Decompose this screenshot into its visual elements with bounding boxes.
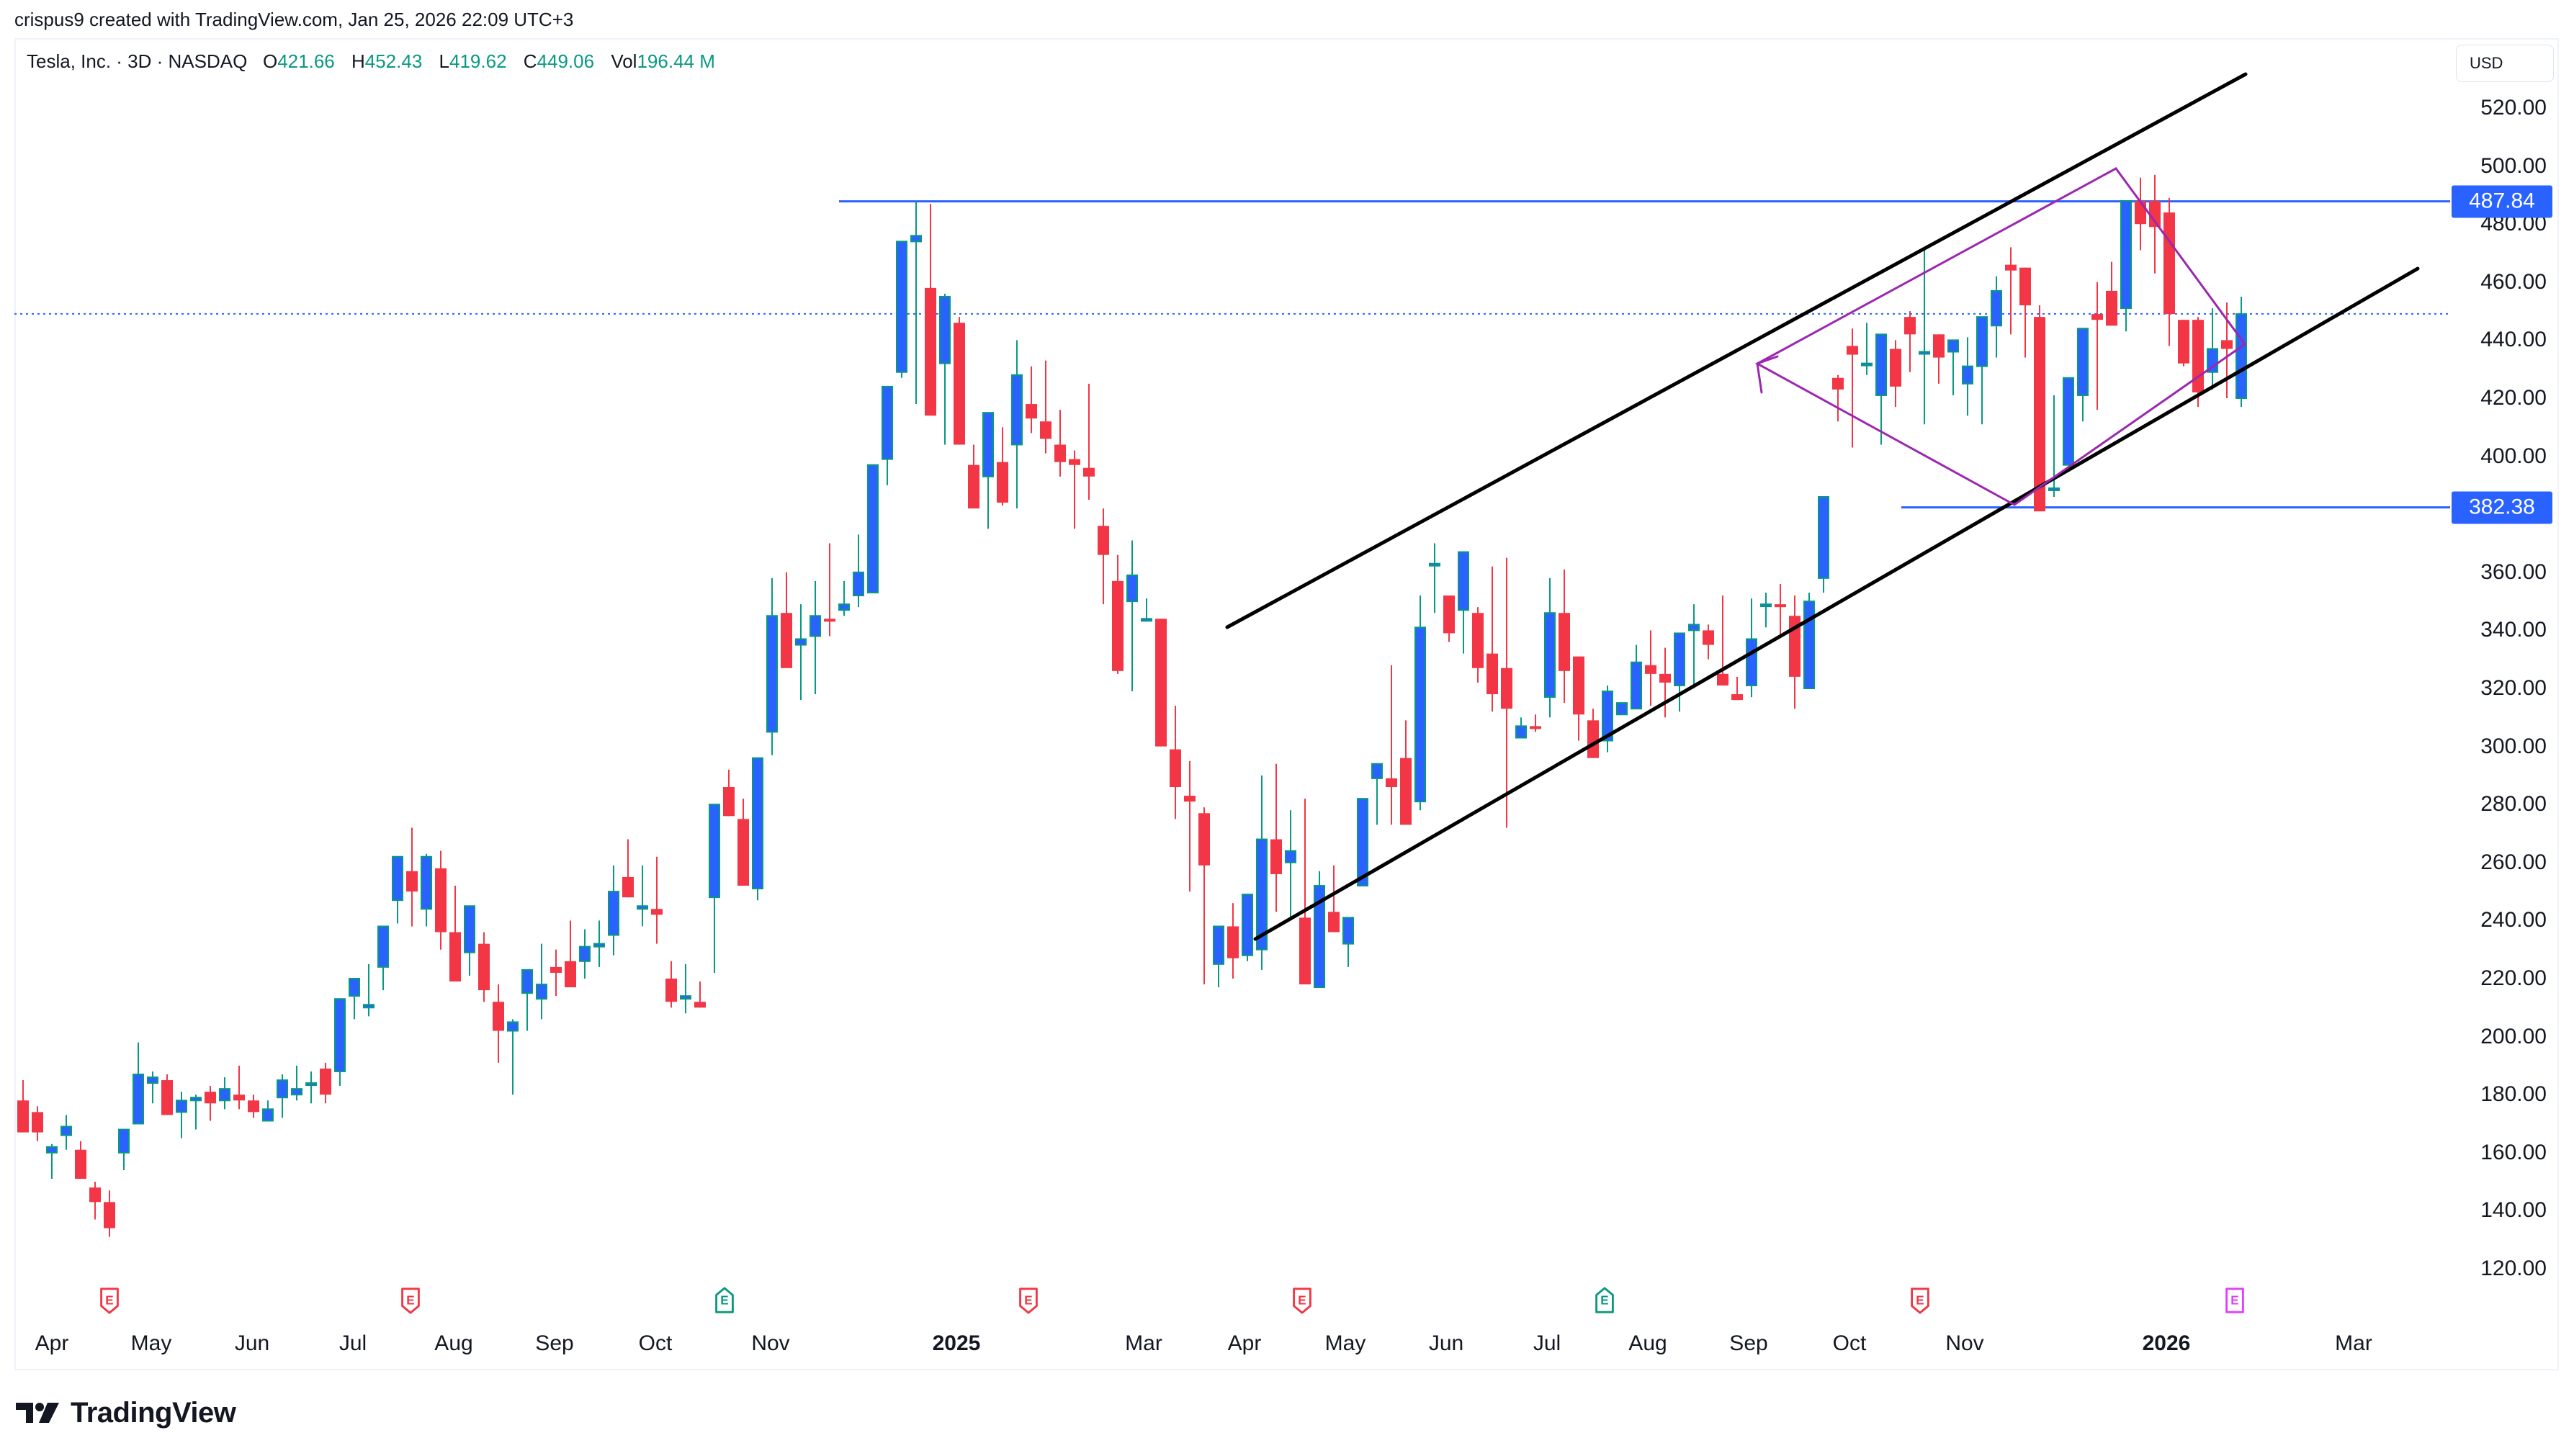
- chart-frame[interactable]: [14, 38, 2559, 1370]
- resistance-price-tag: 487.84: [2452, 185, 2552, 218]
- price-tick: 120.00: [2480, 1257, 2547, 1280]
- price-tick: 460.00: [2480, 269, 2547, 294]
- price-tick: 240.00: [2480, 908, 2547, 933]
- svg-text:E: E: [2230, 1294, 2238, 1308]
- candles-layer: [17, 174, 2247, 1237]
- time-tick: Nov: [751, 1331, 790, 1355]
- price-tick: 520.00: [2480, 96, 2547, 120]
- high-label: H: [351, 50, 365, 72]
- svg-text:E: E: [1298, 1294, 1306, 1308]
- earnings-beat-icon[interactable]: E: [1594, 1287, 1615, 1314]
- open-value: 421.66: [277, 50, 335, 72]
- price-tick: 200.00: [2480, 1024, 2547, 1048]
- earnings-miss-icon[interactable]: E: [1909, 1287, 1931, 1314]
- price-tick: 160.00: [2480, 1140, 2547, 1164]
- earnings-miss-icon[interactable]: E: [1018, 1287, 1039, 1314]
- low-label: L: [439, 50, 449, 72]
- svg-text:E: E: [105, 1294, 113, 1308]
- price-tick: 500.00: [2480, 153, 2547, 178]
- time-tick: Jul: [1533, 1331, 1561, 1355]
- high-value: 452.43: [364, 50, 423, 72]
- earnings-miss-icon[interactable]: E: [1291, 1287, 1313, 1314]
- time-tick: May: [1324, 1331, 1366, 1355]
- time-tick: Apr: [35, 1331, 69, 1355]
- tradingview-logo[interactable]: TradingView: [16, 1396, 236, 1429]
- open-label: O: [262, 50, 278, 72]
- time-tick: Mar: [1125, 1331, 1162, 1355]
- svg-text:E: E: [1916, 1294, 1924, 1308]
- time-tick: 2025: [932, 1331, 981, 1355]
- price-tick: 340.00: [2480, 618, 2547, 642]
- svg-text:E: E: [1024, 1294, 1032, 1308]
- time-tick: Aug: [1628, 1331, 1667, 1355]
- time-tick: Oct: [1832, 1331, 1867, 1355]
- earnings-miss-icon[interactable]: E: [99, 1287, 120, 1314]
- time-tick: Sep: [1729, 1331, 1768, 1355]
- price-tick: 400.00: [2480, 444, 2547, 468]
- earnings-miss-icon[interactable]: E: [400, 1287, 421, 1314]
- tradingview-logo-icon: [16, 1403, 59, 1423]
- earnings-upcoming-icon[interactable]: E: [2224, 1287, 2246, 1314]
- support-price-tag: 382.38: [2452, 491, 2552, 524]
- price-tick: 320.00: [2480, 676, 2547, 700]
- earnings-beat-icon[interactable]: E: [714, 1287, 735, 1314]
- drawings-layer: [1225, 72, 2420, 941]
- price-tick: 260.00: [2480, 850, 2547, 874]
- low-value: 419.62: [449, 50, 507, 72]
- volume-value: 196.44 M: [637, 50, 715, 72]
- time-tick: Sep: [535, 1331, 574, 1355]
- price-tick: 220.00: [2480, 966, 2547, 990]
- currency-selector[interactable]: USD: [2456, 45, 2554, 82]
- horizontal-lines: [14, 200, 2450, 509]
- volume-label: Vol: [611, 50, 637, 72]
- svg-text:E: E: [406, 1294, 414, 1308]
- svg-text:E: E: [1600, 1294, 1608, 1308]
- price-tick: 140.00: [2480, 1198, 2547, 1223]
- price-tick: 300.00: [2480, 734, 2547, 758]
- tradingview-logo-text: TradingView: [71, 1396, 236, 1429]
- time-tick: Jun: [234, 1331, 270, 1355]
- price-tick: 180.00: [2480, 1082, 2547, 1107]
- time-tick: May: [130, 1331, 172, 1355]
- symbol-name: Tesla, Inc. · 3D · NASDAQ: [27, 50, 248, 72]
- symbol-legend: Tesla, Inc. · 3D · NASDAQ O421.66 H452.4…: [27, 50, 727, 73]
- svg-text:E: E: [720, 1294, 728, 1308]
- time-tick: Mar: [2335, 1331, 2372, 1355]
- price-tick: 360.00: [2480, 560, 2547, 584]
- time-tick: Oct: [638, 1331, 673, 1355]
- time-tick: Jul: [338, 1331, 367, 1355]
- time-tick: Jun: [1428, 1331, 1464, 1355]
- chart-attribution: crispus9 created with TradingView.com, J…: [14, 9, 574, 30]
- close-value: 449.06: [537, 50, 595, 72]
- time-tick: Apr: [1227, 1331, 1262, 1355]
- price-tick: 280.00: [2480, 792, 2547, 817]
- time-tick: Aug: [434, 1331, 473, 1355]
- time-tick: 2026: [2142, 1331, 2191, 1355]
- price-tick: 420.00: [2480, 386, 2547, 410]
- price-tick: 440.00: [2480, 328, 2547, 352]
- time-tick: Nov: [1945, 1331, 1984, 1355]
- close-label: C: [523, 50, 537, 72]
